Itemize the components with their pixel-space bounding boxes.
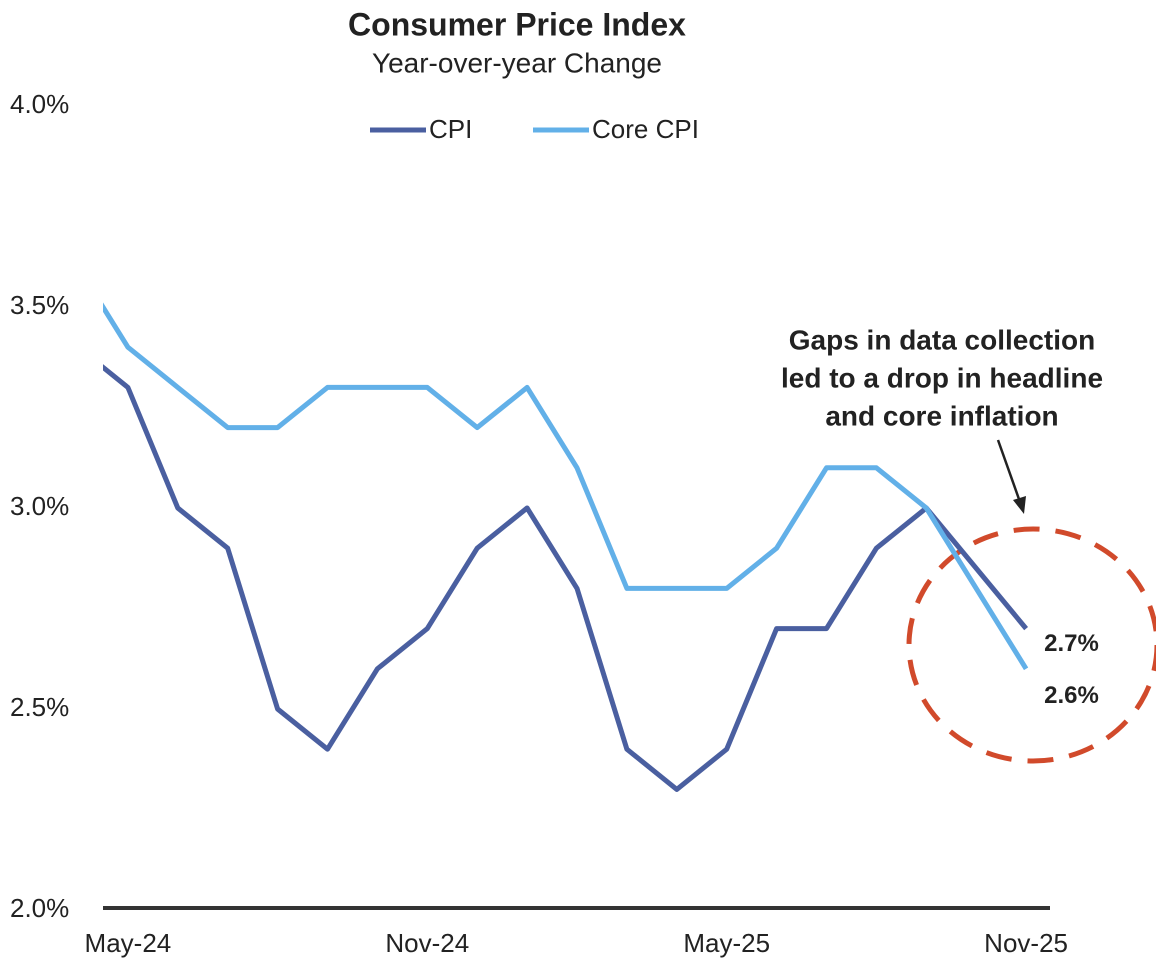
y-tick-label: 4.0% xyxy=(10,89,69,119)
annotation: Gaps in data collection xyxy=(789,324,1096,355)
data-label: 2.7% xyxy=(1044,630,1099,657)
series-line xyxy=(103,364,1029,792)
x-tick-label: Nov-24 xyxy=(385,928,469,958)
x-tick-label: May-24 xyxy=(85,928,172,958)
chart-title: Consumer Price Index xyxy=(348,6,686,42)
annotation: led to a drop in headline xyxy=(781,362,1103,393)
arrow-shaft xyxy=(996,439,1022,503)
data-label: 2.6% xyxy=(1044,682,1099,709)
highlight-ellipse xyxy=(906,526,1156,764)
chart-subtitle: Year-over-year Change xyxy=(372,47,662,78)
plot-area xyxy=(103,302,1029,792)
x-tick-label: May-25 xyxy=(683,928,770,958)
y-tick-label: 2.5% xyxy=(10,692,69,722)
legend-label: CPI xyxy=(429,114,472,144)
series-line xyxy=(103,302,1029,671)
x-tick-label: Nov-25 xyxy=(984,928,1068,958)
annotation: and core inflation xyxy=(825,400,1058,431)
y-tick-label: 3.5% xyxy=(10,290,69,320)
y-tick-label: 2.0% xyxy=(10,893,69,923)
y-tick-label: 3.0% xyxy=(10,491,69,521)
legend-label: Core CPI xyxy=(592,114,699,144)
arrow-head xyxy=(1013,496,1026,514)
